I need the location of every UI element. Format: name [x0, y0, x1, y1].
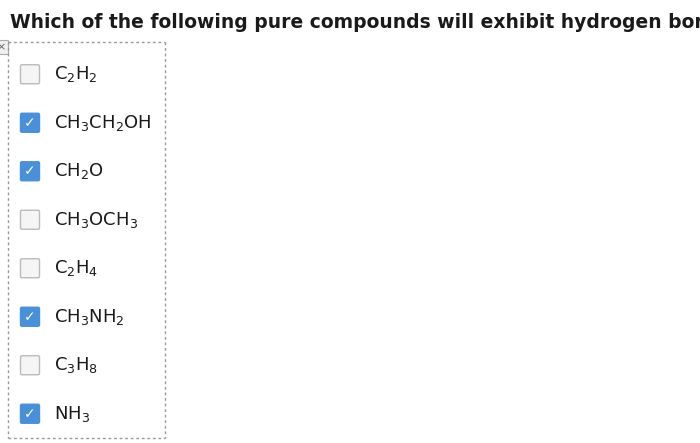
FancyBboxPatch shape [20, 356, 39, 375]
FancyBboxPatch shape [20, 210, 39, 229]
FancyBboxPatch shape [20, 162, 39, 181]
Text: Which of the following pure compounds will exhibit hydrogen bonding?: Which of the following pure compounds wi… [10, 12, 700, 31]
Text: ✓: ✓ [25, 310, 36, 324]
FancyBboxPatch shape [20, 404, 39, 423]
Text: ✓: ✓ [25, 164, 36, 178]
Text: ×: × [0, 42, 6, 52]
Text: $\mathregular{CH_{3}NH_{2}}$: $\mathregular{CH_{3}NH_{2}}$ [54, 307, 125, 327]
Text: $\mathregular{CH_{3}CH_{2}OH}$: $\mathregular{CH_{3}CH_{2}OH}$ [54, 113, 151, 133]
Text: ✓: ✓ [25, 116, 36, 130]
FancyBboxPatch shape [0, 40, 8, 54]
Text: $\mathregular{CH_{2}O}$: $\mathregular{CH_{2}O}$ [54, 161, 104, 181]
Text: ✓: ✓ [25, 407, 36, 421]
Text: $\mathregular{C_{3}H_{8}}$: $\mathregular{C_{3}H_{8}}$ [54, 355, 98, 375]
FancyBboxPatch shape [20, 259, 39, 278]
Text: $\mathregular{NH_{3}}$: $\mathregular{NH_{3}}$ [54, 404, 90, 424]
FancyBboxPatch shape [20, 307, 39, 326]
FancyBboxPatch shape [20, 113, 39, 132]
Text: $\mathregular{CH_{3}OCH_{3}}$: $\mathregular{CH_{3}OCH_{3}}$ [54, 210, 138, 230]
Text: $\mathregular{C_{2}H_{2}}$: $\mathregular{C_{2}H_{2}}$ [54, 64, 98, 84]
FancyBboxPatch shape [20, 65, 39, 84]
Text: $\mathregular{C_{2}H_{4}}$: $\mathregular{C_{2}H_{4}}$ [54, 258, 98, 278]
